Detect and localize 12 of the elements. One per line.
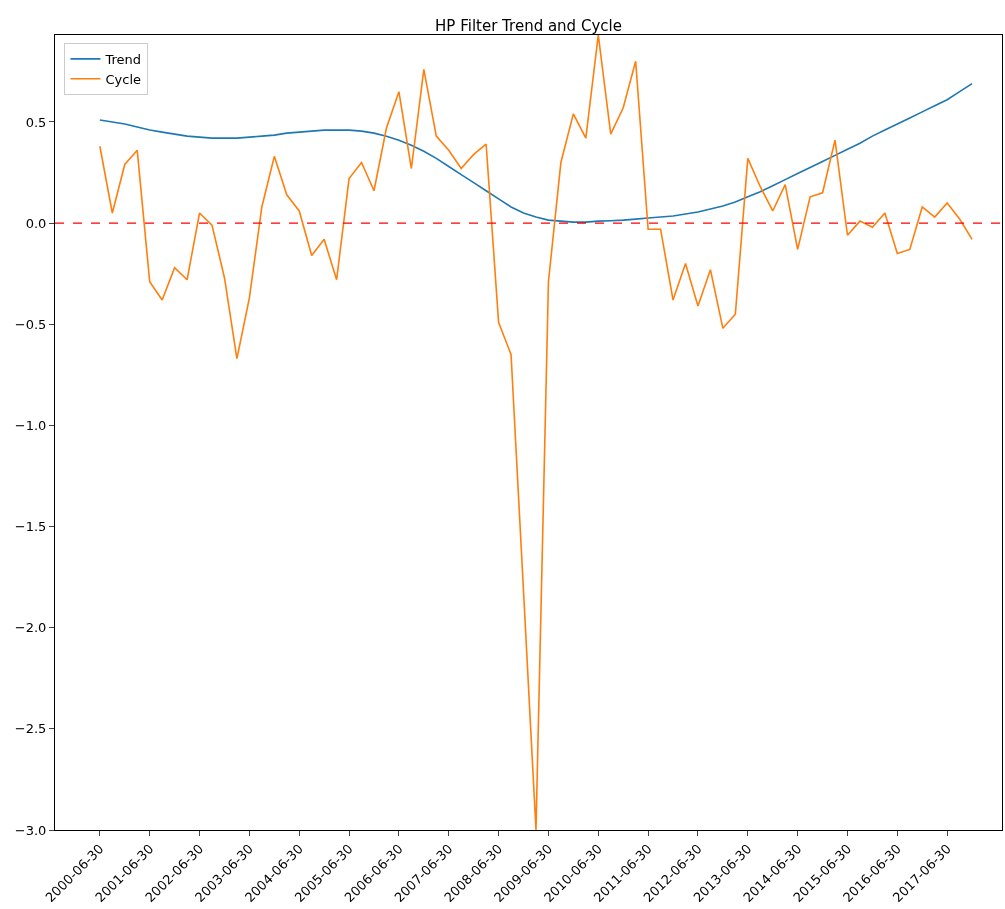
y-tick-label: −3.0 <box>14 822 47 838</box>
line-series <box>99 35 973 830</box>
y-tick-label: 0.5 <box>25 114 47 130</box>
chart-title: HP Filter Trend and Cycle <box>435 17 622 35</box>
legend-label: Trend <box>104 51 142 67</box>
y-tick-label: −0.5 <box>14 316 47 332</box>
y-tick-label: 0.0 <box>25 215 47 231</box>
y-tick-label: −1.0 <box>14 417 47 433</box>
y-tick-label: −2.5 <box>14 721 47 737</box>
y-tick-label: −2.0 <box>14 620 47 636</box>
y-tick-label: −1.5 <box>14 519 47 535</box>
legend-label: Cycle <box>105 71 141 87</box>
